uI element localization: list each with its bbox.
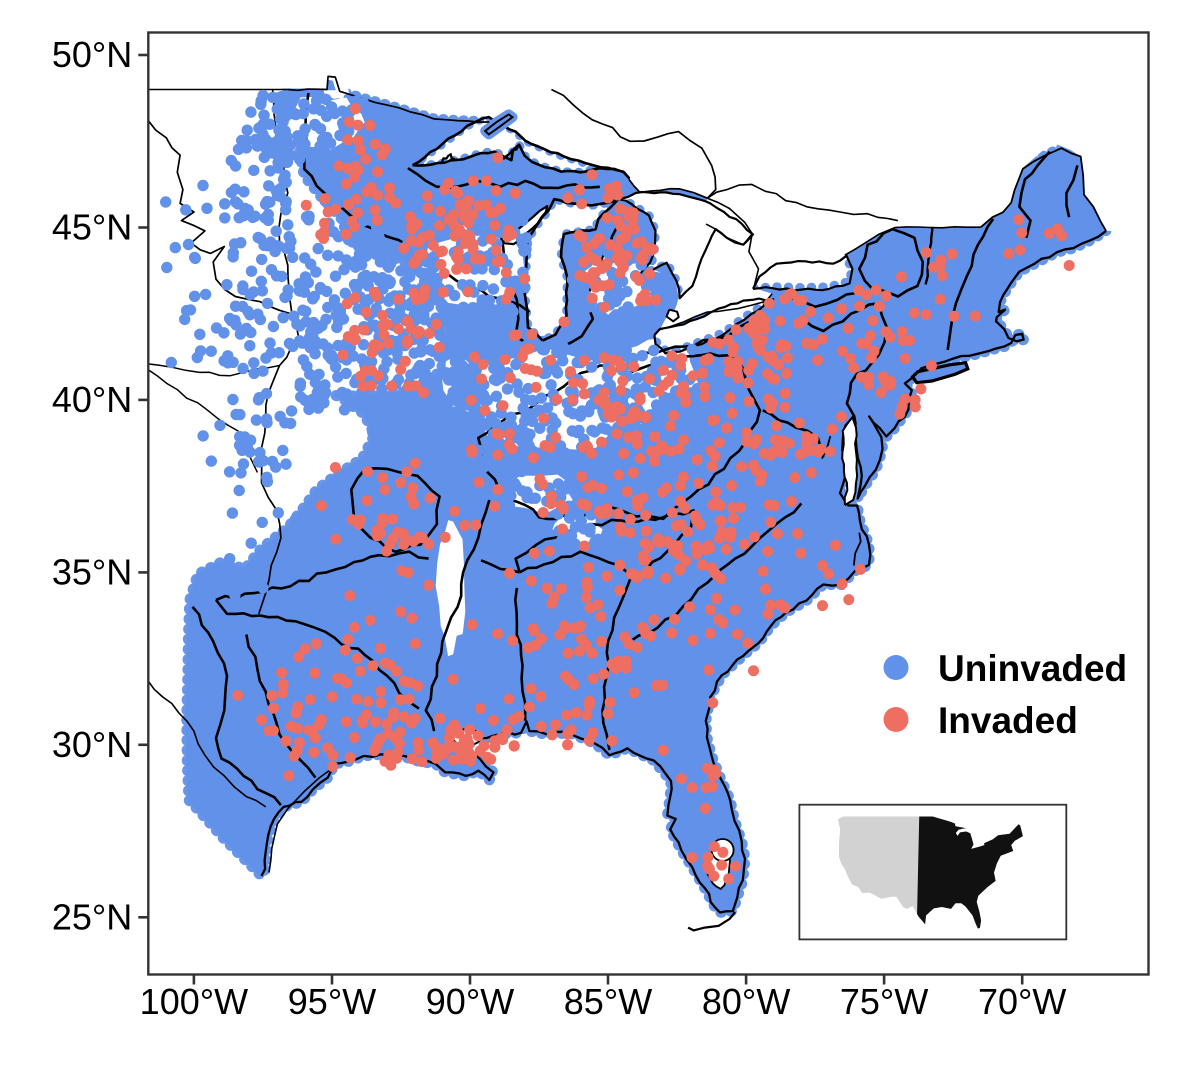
svg-text:40°N: 40°N — [52, 379, 132, 420]
svg-text:45°N: 45°N — [52, 207, 132, 248]
svg-text:100°W: 100°W — [140, 981, 248, 1022]
svg-text:90°W: 90°W — [426, 981, 514, 1022]
svg-text:50°N: 50°N — [52, 34, 132, 75]
svg-text:30°N: 30°N — [52, 724, 132, 765]
svg-text:Invaded: Invaded — [938, 700, 1078, 741]
svg-text:75°W: 75°W — [840, 981, 928, 1022]
svg-text:35°N: 35°N — [52, 551, 132, 592]
svg-text:85°W: 85°W — [564, 981, 652, 1022]
svg-text:Uninvaded: Uninvaded — [938, 648, 1127, 689]
svg-text:95°W: 95°W — [288, 981, 376, 1022]
svg-text:80°W: 80°W — [702, 981, 790, 1022]
svg-text:70°W: 70°W — [978, 981, 1066, 1022]
svg-text:25°N: 25°N — [52, 896, 132, 937]
